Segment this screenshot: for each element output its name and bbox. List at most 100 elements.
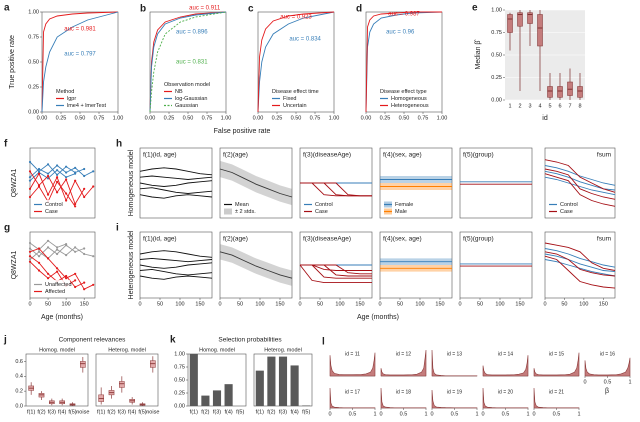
panel-letter: e xyxy=(472,3,478,14)
point xyxy=(55,191,59,194)
panel-title: id = 18 xyxy=(396,389,411,395)
x-tick-label: f(5) xyxy=(138,409,146,415)
x-tick-label: 0.00 xyxy=(361,115,372,121)
line xyxy=(544,168,616,200)
line xyxy=(365,11,442,113)
x-tick-label: 100 xyxy=(335,301,344,307)
x-tick-label: f(4) xyxy=(128,409,136,415)
density-area xyxy=(533,387,580,409)
line xyxy=(300,264,372,279)
bar xyxy=(290,365,299,406)
x-tick-label: 0 xyxy=(218,301,221,307)
x-tick-label: 150 xyxy=(275,301,284,307)
point xyxy=(74,166,77,169)
panel-frame xyxy=(95,353,159,407)
panel-subtitle: Heterog. model xyxy=(108,347,146,353)
panel-title: f(3)(diseaseAge) xyxy=(303,152,351,159)
point xyxy=(55,169,59,172)
point xyxy=(37,247,41,250)
x-tick-label: f(3) xyxy=(279,409,287,415)
x-tick-label: f(4) xyxy=(224,409,232,415)
point xyxy=(65,192,68,195)
legend-label: Homogeneous xyxy=(391,96,427,102)
annotation: auc = 0.987 xyxy=(388,12,420,18)
x-tick-label: 0.75 xyxy=(418,115,429,121)
x-tick-label: 0.00 xyxy=(37,115,48,121)
x-tick-label: 0.5 xyxy=(553,411,561,417)
y-tick-label: 0.00 xyxy=(174,403,185,409)
y-tick-label: 0.4 xyxy=(15,374,23,380)
y-tick-label: 0.0 xyxy=(15,403,23,409)
bar xyxy=(224,384,233,406)
line xyxy=(139,187,213,194)
line xyxy=(41,11,119,113)
x-tick-label: 0.75 xyxy=(310,115,321,121)
y-tick-label: 0.2 xyxy=(15,389,23,395)
panel-subtitle: Heterog. model xyxy=(264,347,302,353)
x-tick-label: f(2) xyxy=(107,409,115,415)
line xyxy=(139,262,213,269)
density-area xyxy=(584,357,631,377)
panel-subtitle: Homog. model xyxy=(39,347,75,353)
panel-letter: k xyxy=(170,335,176,346)
line xyxy=(139,180,213,187)
legend-label: Control xyxy=(560,202,578,208)
x-tick-label: 150 xyxy=(355,301,364,307)
x-tick-label: 0.25 xyxy=(380,115,391,121)
panel-title: id = 11 xyxy=(345,351,360,357)
x-tick-label: 4 xyxy=(538,103,541,109)
legend-box xyxy=(378,87,440,110)
x-tick-label: 5 xyxy=(548,103,551,109)
panel-title: f(1)(id, age) xyxy=(143,236,177,243)
x-tick-label: 50 xyxy=(477,301,483,307)
point xyxy=(28,170,32,173)
y-tick-label: 0.25 xyxy=(28,84,39,90)
y-tick-label: 1.00 xyxy=(28,9,39,15)
panel-title: f(4)(sex, age) xyxy=(383,152,422,159)
band xyxy=(220,160,292,206)
box xyxy=(507,14,513,33)
panel-letter: c xyxy=(248,4,254,15)
x-axis-label: id xyxy=(542,115,548,122)
y-axis-label: Homogeneous model xyxy=(128,149,135,216)
line xyxy=(139,257,213,263)
y-tick-label: 1.00 xyxy=(174,351,185,357)
legend-title: Disease effect time xyxy=(272,89,319,95)
line xyxy=(149,11,227,113)
x-tick-label: 0 xyxy=(430,411,433,417)
line xyxy=(299,264,372,284)
point xyxy=(28,195,32,199)
point xyxy=(37,185,41,188)
x-tick-label: f(2) xyxy=(37,409,45,415)
point xyxy=(74,205,77,208)
x-tick-label: 100 xyxy=(255,301,264,307)
x-tick-label: f(5) xyxy=(68,409,76,415)
y-axis-label: True positive rate xyxy=(9,35,16,89)
x-tick-label: 1 xyxy=(508,103,511,109)
x-tick-label: 1 xyxy=(628,379,631,385)
point xyxy=(46,277,50,280)
x-tick-label: 0.5 xyxy=(604,379,612,385)
x-tick-label: 0 xyxy=(583,379,586,385)
point xyxy=(46,239,50,242)
point xyxy=(28,187,32,190)
x-tick-label: f(3) xyxy=(118,409,126,415)
line xyxy=(41,11,119,113)
point xyxy=(65,178,68,181)
box xyxy=(557,86,563,98)
legend-label: Control xyxy=(315,202,333,208)
line xyxy=(29,246,94,260)
point xyxy=(55,252,59,256)
point xyxy=(46,172,50,175)
x-tick-label: f(1) xyxy=(97,409,105,415)
x-tick-label: 150 xyxy=(599,301,608,307)
x-axis-label: β xyxy=(605,388,609,395)
panel-letter: f xyxy=(4,139,8,150)
panel-title: id = 21 xyxy=(549,389,564,395)
x-tick-label: 1 xyxy=(475,411,478,417)
point xyxy=(28,247,32,250)
point xyxy=(28,260,32,263)
annotation: auc = 0.831 xyxy=(176,60,208,66)
x-tick-label: f(5) xyxy=(236,409,244,415)
x-tick-label: 0.50 xyxy=(75,115,86,121)
